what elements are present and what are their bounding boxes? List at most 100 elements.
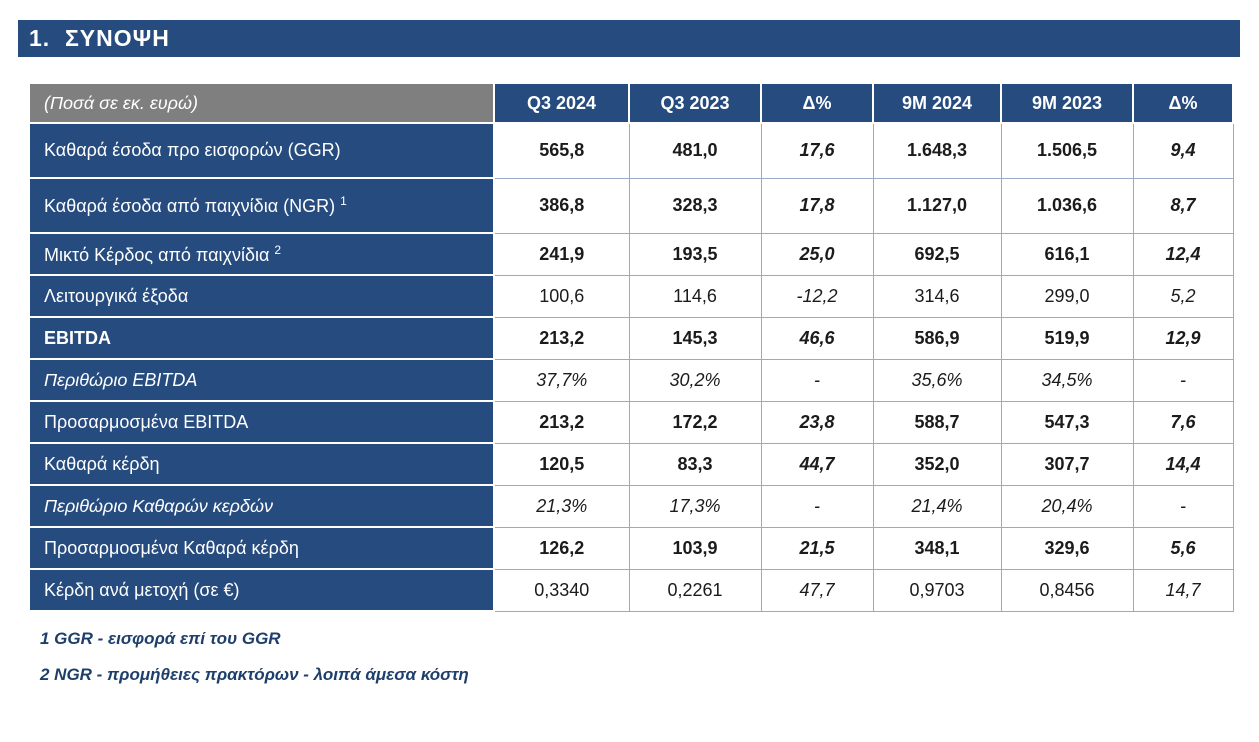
table-cell: 17,6 — [760, 122, 874, 179]
table-cell: 692,5 — [872, 232, 1002, 276]
table-cell: - — [760, 358, 874, 402]
table-cell: 120,5 — [493, 442, 630, 486]
table-cell: - — [1132, 358, 1234, 402]
table-body: Καθαρά έσοδα προ εισφορών (GGR) 565,8 481,… — [28, 122, 1234, 612]
row-label-text: Προσαρμοσμένα Καθαρά κέρδη — [44, 537, 299, 558]
row-label-text: Καθαρά κέρδη — [44, 453, 160, 474]
table-cell: 1.036,6 — [1000, 177, 1134, 234]
row-label: Περιθώριο EBITDA — [28, 358, 495, 402]
row-label: Περιθώριο Καθαρών κερδών — [28, 484, 495, 528]
table-cell: 21,3% — [493, 484, 630, 528]
table-cell: 0,9703 — [872, 568, 1002, 612]
row-label-text: Καθαρά έσοδα προ εισφορών (GGR) — [44, 140, 341, 160]
units-label: (Ποσά σε εκ. ευρώ) — [28, 82, 495, 124]
row-label-text: EBITDA — [44, 327, 111, 348]
table-cell: 314,6 — [872, 274, 1002, 318]
table-cell: 547,3 — [1000, 400, 1134, 444]
table-cell: 172,2 — [628, 400, 762, 444]
row-label: Καθαρά κέρδη — [28, 442, 495, 486]
table-cell: 329,6 — [1000, 526, 1134, 570]
table-row: Κέρδη ανά μετοχή (σε €) 0,3340 0,2261 47,7 0… — [28, 568, 1234, 612]
row-label-text: Προσαρμοσμένα EBITDA — [44, 411, 249, 432]
table-cell: 12,4 — [1132, 232, 1234, 276]
column-header-9m-2023: 9M 2023 — [1000, 82, 1134, 124]
column-header-q3-2024: Q3 2024 — [493, 82, 630, 124]
table-cell: 35,6% — [872, 358, 1002, 402]
row-label-text: Λειτουργικά έξοδα — [44, 285, 189, 306]
table-cell: 83,3 — [628, 442, 762, 486]
summary-table: (Ποσά σε εκ. ευρώ) Q3 2024 Q3 2023 Δ% 9M… — [28, 82, 1234, 612]
footnote-marker: 2 — [274, 242, 282, 257]
table-cell: 17,3% — [628, 484, 762, 528]
table-cell: 100,6 — [493, 274, 630, 318]
table-row: Προσαρμοσμένα EBITDA 213,2 172,2 23,8 588,7 5… — [28, 400, 1234, 444]
row-label-text: Μικτό Κέρδος από παιχνίδια — [44, 244, 270, 265]
table-header-row: (Ποσά σε εκ. ευρώ) Q3 2024 Q3 2023 Δ% 9M… — [28, 82, 1234, 124]
row-label-text: Περιθώριο Καθαρών κερδών — [44, 495, 274, 516]
table-cell: -12,2 — [760, 274, 874, 318]
row-label: EBITDA — [28, 316, 495, 360]
row-label: Προσαρμοσμένα EBITDA — [28, 400, 495, 444]
table-cell: 21,4% — [872, 484, 1002, 528]
table-row: Μικτό Κέρδος από παιχνίδια 2 241,9 193,5 25… — [28, 232, 1234, 276]
table-cell: 328,3 — [628, 177, 762, 234]
table-cell: 114,6 — [628, 274, 762, 318]
table-cell: - — [1132, 484, 1234, 528]
row-label-text: Περιθώριο EBITDA — [44, 369, 198, 390]
table-cell: 145,3 — [628, 316, 762, 360]
table-cell: 352,0 — [872, 442, 1002, 486]
page-title: 1. ΣΥΝΟΨΗ — [18, 20, 1240, 57]
table-cell: 44,7 — [760, 442, 874, 486]
table-cell: 30,2% — [628, 358, 762, 402]
table-cell: 586,9 — [872, 316, 1002, 360]
table-cell: 0,8456 — [1000, 568, 1134, 612]
table-cell: 0,3340 — [493, 568, 630, 612]
row-label: Καθαρά έσοδα από παιχνίδια (NGR) 1 — [28, 177, 495, 234]
column-header-q3-2023: Q3 2023 — [628, 82, 762, 124]
table-row: Περιθώριο EBITDA 37,7% 30,2% -35,6% 34,5% - — [28, 358, 1234, 402]
table-cell: 481,0 — [628, 122, 762, 179]
table-row: Καθαρά κέρδη 120,5 83,3 44,7 352,0 307,7 14,4 — [28, 442, 1234, 486]
column-header-delta-q: Δ% — [760, 82, 874, 124]
table-row: Περιθώριο Καθαρών κερδών 21,3% 17,3% - 21,4%… — [28, 484, 1234, 528]
table-cell: 241,9 — [493, 232, 630, 276]
table-cell: 299,0 — [1000, 274, 1134, 318]
row-label: Προσαρμοσμένα Καθαρά κέρδη — [28, 526, 495, 570]
table-cell: 8,7 — [1132, 177, 1234, 234]
table-cell: 37,7% — [493, 358, 630, 402]
table-cell: 14,7 — [1132, 568, 1234, 612]
table-cell: 7,6 — [1132, 400, 1234, 444]
table-cell: 25,0 — [760, 232, 874, 276]
table-cell: 126,2 — [493, 526, 630, 570]
table-cell: 565,8 — [493, 122, 630, 179]
table-cell: 21,5 — [760, 526, 874, 570]
table-row: Λειτουργικά έξοδα 100,6 114,6 -12,2 314,6 299… — [28, 274, 1234, 318]
row-label: Καθαρά έσοδα προ εισφορών (GGR) — [28, 122, 495, 179]
footnote-marker: 1 — [340, 194, 347, 208]
footnote: 2 NGR - προμήθειες πρακτόρων - λοιπά άμε… — [40, 665, 469, 684]
table-cell: 386,8 — [493, 177, 630, 234]
table-cell: 17,8 — [760, 177, 874, 234]
footnote: 1 GGR - εισφορά επί του GGR — [40, 629, 281, 648]
table-cell: 47,7 — [760, 568, 874, 612]
column-header-delta-9m: Δ% — [1132, 82, 1234, 124]
table-cell: 307,7 — [1000, 442, 1134, 486]
table-cell: 1.127,0 — [872, 177, 1002, 234]
table-row: Καθαρά έσοδα προ εισφορών (GGR) 565,8 481,… — [28, 122, 1234, 179]
table-cell: 103,9 — [628, 526, 762, 570]
table-cell: 20,4% — [1000, 484, 1134, 528]
table-cell: 213,2 — [493, 316, 630, 360]
summary-table-container: (Ποσά σε εκ. ευρώ) Q3 2024 Q3 2023 Δ% 9M… — [28, 82, 1234, 612]
table-cell: 46,6 — [760, 316, 874, 360]
row-label-text: Καθαρά έσοδα από παιχνίδια (NGR) — [44, 196, 336, 216]
table-cell: 9,4 — [1132, 122, 1234, 179]
page-title-text: 1. ΣΥΝΟΨΗ — [29, 25, 170, 51]
table-cell: 12,9 — [1132, 316, 1234, 360]
table-cell: 23,8 — [760, 400, 874, 444]
table-cell: 616,1 — [1000, 232, 1134, 276]
table-cell: 0,2261 — [628, 568, 762, 612]
table-cell: 519,9 — [1000, 316, 1134, 360]
table-row: Καθαρά έσοδα από παιχνίδια (NGR) 1 386,8 3… — [28, 177, 1234, 234]
row-label-text: Κέρδη ανά μετοχή (σε €) — [44, 579, 240, 600]
table-cell: 213,2 — [493, 400, 630, 444]
